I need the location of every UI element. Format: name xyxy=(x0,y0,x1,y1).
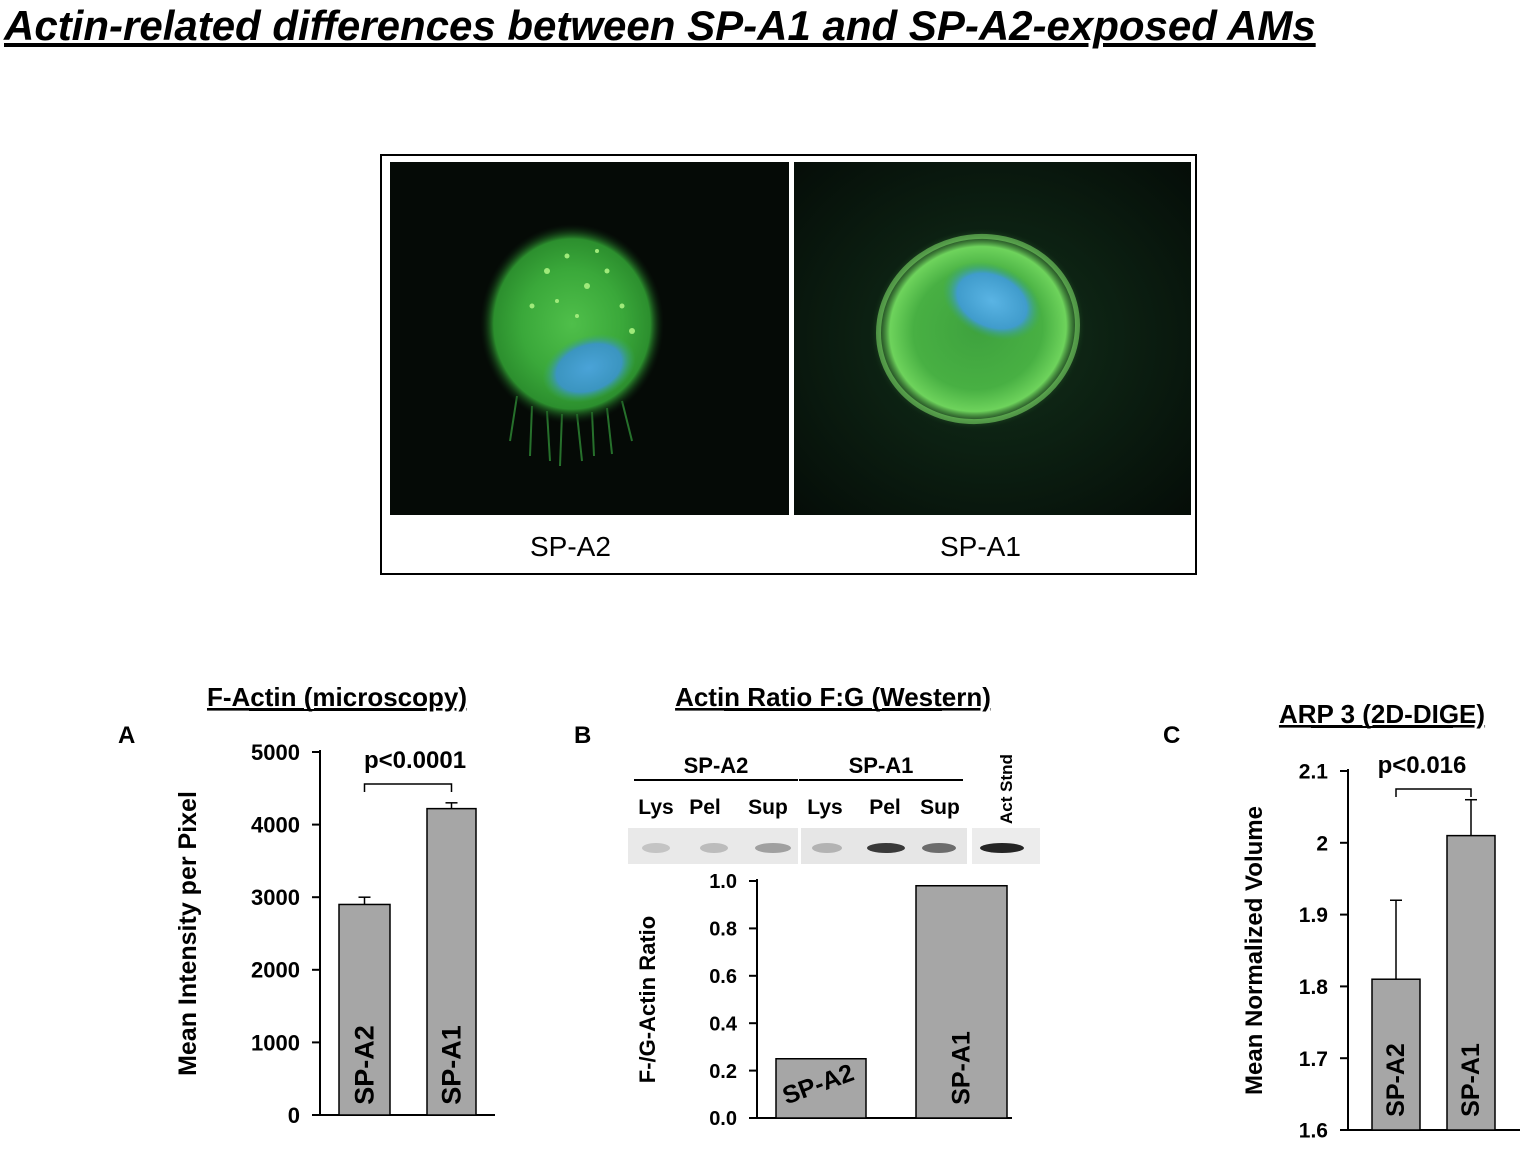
chart-c-ylabel: Mean Normalized Volume xyxy=(1241,806,1268,1095)
panel-letter-b: B xyxy=(574,722,592,749)
chart-c-bar-label: SP-A1 xyxy=(1457,1043,1485,1117)
chart-b-ytick-label: 0.2 xyxy=(709,1061,737,1083)
blot-lane-label: Lys xyxy=(638,796,673,819)
chart-a-bar-label: SP-A1 xyxy=(437,1025,467,1105)
micrograph-images xyxy=(390,162,1191,515)
chart-b-ytick-label: 0.4 xyxy=(709,1013,738,1035)
chart-a-significance-bracket xyxy=(363,783,453,792)
chart-a-title: F-Actin (microscopy) xyxy=(207,682,467,712)
chart-c-bar-label: SP-A2 xyxy=(1382,1043,1410,1117)
chart-c-ytick-label: 2.1 xyxy=(1299,761,1329,784)
page-title: Actin-related differences between SP-A1 … xyxy=(4,2,1316,49)
blot-strip-sp-a2 xyxy=(628,828,798,864)
blot-band xyxy=(700,843,728,853)
blot-lane-label: Sup xyxy=(748,796,788,819)
blot-lane-label: Lys xyxy=(807,796,842,819)
blot-lane-label: Sup xyxy=(920,796,960,819)
chart-a-bar-sp-a1 xyxy=(426,807,477,1116)
chart-a-bar-label: SP-A2 xyxy=(350,1025,380,1105)
chart-b-ytick-label: 1.0 xyxy=(709,871,737,893)
chart-b-ytick-label: 0.0 xyxy=(709,1108,737,1130)
panel-letter-c: C xyxy=(1163,722,1181,749)
cell-sp-a2 xyxy=(480,224,664,467)
blot-group-label: SP-A2 xyxy=(684,753,749,778)
chart-c-significance-label: p<0.016 xyxy=(1378,752,1467,779)
micrograph-label-sp-a1: SP-A1 xyxy=(940,531,1021,562)
blot-standard-label: Act Stnd xyxy=(997,754,1016,824)
chart-b-bar-sp-a2 xyxy=(775,1058,867,1119)
blot-group-label: SP-A1 xyxy=(849,753,914,778)
blot-lane-label: Pel xyxy=(869,796,901,819)
chart-a-ytick-label: 3000 xyxy=(251,885,300,910)
blot-band xyxy=(755,843,791,853)
blot-lane-label: Pel xyxy=(689,796,721,819)
chart-b-ytick-label: 0.6 xyxy=(709,966,737,988)
blot-band xyxy=(812,843,842,853)
chart-b-bar-sp-a1 xyxy=(915,884,1008,1119)
chart-a-ytick-label: 2000 xyxy=(251,958,300,983)
chart-a-ytick-label: 0 xyxy=(288,1103,300,1128)
chart-c-ytick-label: 2 xyxy=(1316,832,1328,855)
chart-c-ytick-label: 1.8 xyxy=(1299,976,1329,999)
chart-a-ylabel: Mean Intensity per Pixel xyxy=(174,791,202,1076)
chart-a-ytick-label: 5000 xyxy=(251,740,300,765)
chart-b-ytick-label: 0.8 xyxy=(709,919,737,941)
chart-a-ytick-label: 1000 xyxy=(251,1030,300,1055)
panel-letter-a: A xyxy=(118,722,136,749)
blot-band xyxy=(980,843,1024,853)
chart-b-bar-label: SP-A1 xyxy=(948,1031,976,1105)
chart-c-bar-sp-a2 xyxy=(1371,978,1421,1131)
chart-a-significance-label: p<0.0001 xyxy=(364,747,466,774)
blot-band xyxy=(922,843,956,853)
chart-b-title: Actin Ratio F:G (Western) xyxy=(675,682,991,712)
chart-a-ytick-label: 4000 xyxy=(251,813,300,838)
chart-b-ylabel: F-/G-Actin Ratio xyxy=(635,916,660,1083)
chart-c-ytick-label: 1.6 xyxy=(1299,1120,1328,1143)
chart-c-significance-bracket xyxy=(1395,788,1472,797)
chart-c-title: ARP 3 (2D-DIGE) xyxy=(1279,699,1485,729)
blot-band xyxy=(642,843,670,853)
chart-c-ytick-label: 1.7 xyxy=(1299,1048,1328,1071)
micrograph-frame: SP-A2 SP-A1 xyxy=(380,154,1197,575)
cell-sp-a1 xyxy=(870,228,1086,430)
blot-band xyxy=(867,843,905,853)
chart-a-bar-sp-a2 xyxy=(338,903,391,1116)
micrograph-label-sp-a2: SP-A2 xyxy=(530,531,611,562)
chart-c-ytick-label: 1.9 xyxy=(1299,904,1328,927)
